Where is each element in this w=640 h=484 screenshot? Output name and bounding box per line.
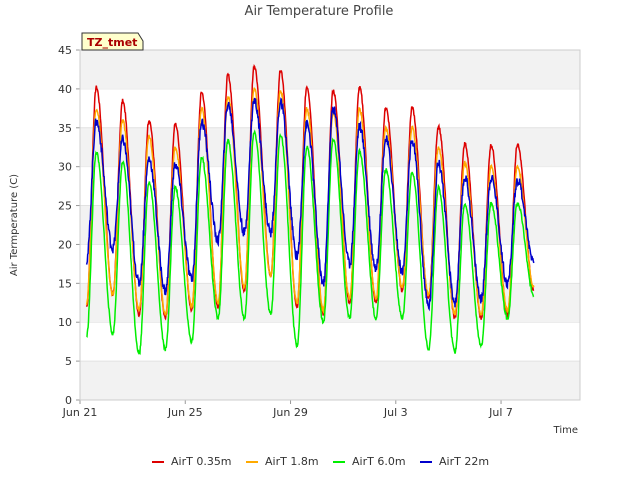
- x-tick-label: Jul 3: [383, 406, 408, 419]
- legend-item: AirT 22m: [420, 455, 489, 468]
- y-tick-label: 35: [58, 122, 72, 135]
- series-line: [85, 97, 535, 312]
- series-line: [85, 63, 535, 321]
- legend-label: AirT 0.35m: [171, 455, 232, 468]
- site-label: TZ_tmet: [87, 36, 137, 49]
- series-lines: [85, 63, 535, 356]
- y-tick-label: 20: [58, 238, 72, 251]
- y-axis-ticks: 0 5 10 15 20 25 30 35 40 45: [58, 44, 80, 407]
- legend-item: AirT 6.0m: [333, 455, 406, 468]
- grid-band: [80, 50, 580, 89]
- y-tick-label: 30: [58, 161, 72, 174]
- grid-band: [80, 361, 580, 400]
- x-axis-ticks: Jun 21 Jun 25 Jun 29 Jul 3 Jul 7: [62, 400, 513, 419]
- y-axis-label: Air Termperature (C): [9, 174, 20, 276]
- series-line: [86, 129, 535, 356]
- legend-label: AirT 6.0m: [352, 455, 406, 468]
- legend-label: AirT 22m: [439, 455, 489, 468]
- legend: AirT 0.35m AirT 1.8m AirT 6.0m AirT 22m: [152, 455, 489, 468]
- legend-item: AirT 0.35m: [152, 455, 232, 468]
- site-label-shape: [81, 32, 144, 51]
- y-tick-label: 15: [58, 277, 72, 290]
- y-tick-label: 0: [65, 394, 72, 407]
- site-label-box: TZ_tmet: [81, 32, 144, 51]
- x-tick-label: Jun 21: [62, 406, 98, 419]
- y-tick-label: 10: [58, 316, 72, 329]
- plot-frame: [79, 49, 581, 401]
- y-tick-label: 40: [58, 83, 72, 96]
- legend-item: AirT 1.8m: [246, 455, 319, 468]
- series-line: [85, 87, 535, 317]
- x-tick-label: Jul 7: [488, 406, 513, 419]
- x-axis-label: Time: [553, 425, 578, 436]
- y-tick-label: 25: [58, 200, 72, 213]
- legend-label: AirT 1.8m: [265, 455, 319, 468]
- chart-title: Air Temperature Profile: [245, 4, 394, 19]
- x-tick-label: Jun 25: [167, 406, 203, 419]
- y-tick-label: 5: [65, 355, 72, 368]
- y-tick-label: 45: [58, 44, 72, 57]
- x-tick-label: Jun 29: [272, 406, 308, 419]
